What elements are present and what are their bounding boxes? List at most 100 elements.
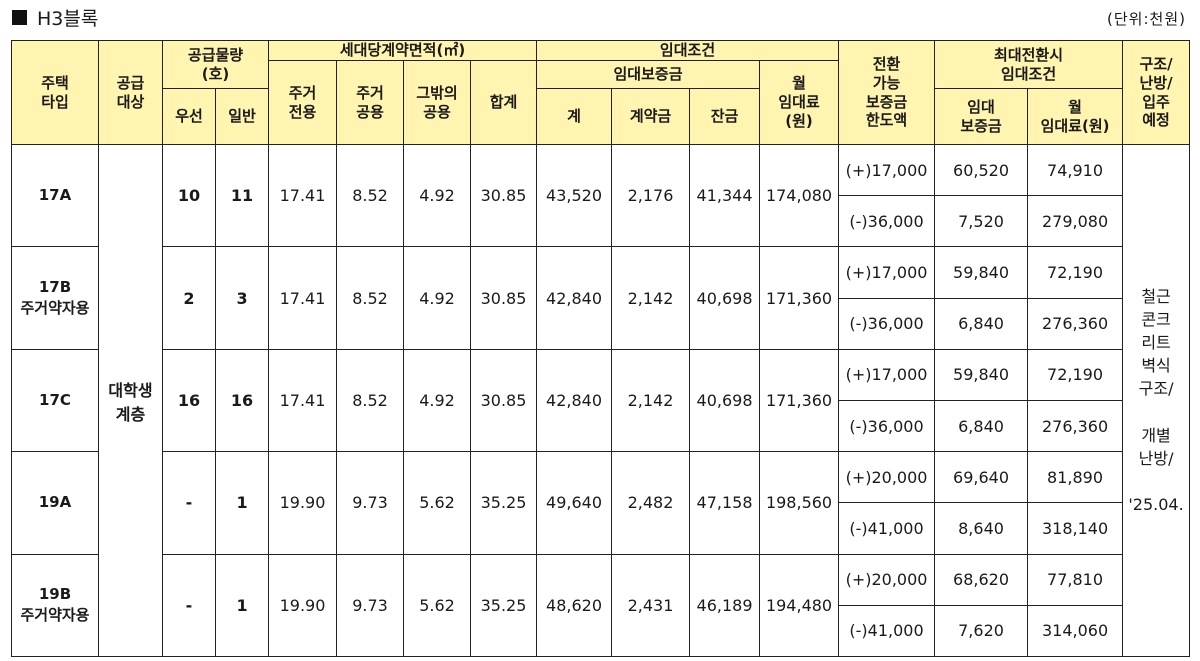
res-exclusive-area: 17.41 bbox=[268, 348, 338, 453]
deposit-contract: 2,142 bbox=[611, 348, 691, 453]
structure-cell: 철근 콘크 리트 벽식 구조/ 개별 난방/ '25.04. bbox=[1122, 144, 1191, 657]
max-monthly: 276,360 bbox=[1027, 297, 1124, 350]
total-area: 30.85 bbox=[470, 143, 538, 248]
table-subrow: (-)36,000 7,520 279,080 bbox=[12, 195, 1190, 248]
conversion-limit: (+)17,000 bbox=[838, 348, 936, 401]
general-qty: 3 bbox=[214, 246, 270, 350]
house-type-cell: 19A bbox=[11, 451, 99, 555]
conversion-limit: (-)41,000 bbox=[838, 604, 936, 658]
header-supply-target: 공급 대상 bbox=[98, 40, 163, 145]
header-house-type: 주택 타입 bbox=[11, 40, 99, 145]
conversion-limit: (-)41,000 bbox=[838, 502, 936, 555]
max-deposit: 59,840 bbox=[934, 348, 1029, 401]
max-deposit: 68,620 bbox=[934, 553, 1029, 606]
header-res-common: 주거 공용 bbox=[336, 60, 405, 145]
conversion-limit: (+)17,000 bbox=[838, 143, 936, 197]
monthly-rent: 171,360 bbox=[759, 246, 840, 350]
table-row: 19A - 1 19.90 9.73 5.62 35.25 49,640 2,4… bbox=[11, 451, 1190, 555]
conversion-limit: (-)36,000 bbox=[838, 399, 936, 453]
other-common-area: 4.92 bbox=[403, 246, 472, 350]
deposit-balance: 40,698 bbox=[689, 348, 761, 453]
general-qty: 16 bbox=[214, 348, 270, 453]
header-general: 일반 bbox=[214, 88, 270, 145]
general-qty: 1 bbox=[214, 553, 270, 657]
table-row: 17B 주거약자용 2 3 17.41 8.52 4.92 30.85 42,84… bbox=[11, 246, 1190, 350]
res-exclusive-area: 17.41 bbox=[268, 143, 338, 248]
header-supply-qty: 공급물량 (호) bbox=[161, 40, 270, 89]
monthly-rent: 194,480 bbox=[759, 553, 840, 657]
supply-target-cell: 대학생 계층 bbox=[98, 144, 163, 657]
rental-table: 주택 타입 공급 대상 공급물량 (호) 세대당계약면적(㎡) 임대조건 전환 가능 보증… bbox=[11, 40, 1191, 658]
table-subrow: (-)41,000 7,620 314,060 bbox=[12, 604, 1190, 658]
monthly-rent: 174,080 bbox=[759, 143, 840, 248]
max-monthly: 81,890 bbox=[1027, 451, 1124, 504]
priority-qty: 10 bbox=[162, 143, 216, 248]
unit-label: (단위:천원) bbox=[1107, 10, 1186, 28]
deposit-total: 42,840 bbox=[536, 246, 613, 350]
deposit-balance: 47,158 bbox=[689, 451, 761, 555]
deposit-total: 49,640 bbox=[536, 451, 613, 555]
table-subrow: (-)36,000 6,840 276,360 bbox=[12, 297, 1190, 350]
max-deposit: 6,840 bbox=[934, 297, 1029, 350]
other-common-area: 4.92 bbox=[403, 348, 472, 453]
table-row: 19B 주거약자용 - 1 19.90 9.73 5.62 35.25 48,62… bbox=[11, 553, 1190, 657]
max-deposit: 6,840 bbox=[934, 399, 1029, 453]
max-deposit: 59,840 bbox=[934, 246, 1029, 299]
max-deposit: 7,520 bbox=[934, 195, 1029, 248]
table-row: 17A 대학생 계층 10 11 17.41 8.52 4.92 30.85 43… bbox=[11, 143, 1191, 657]
house-type-cell: 19B 주거약자용 bbox=[11, 553, 99, 657]
monthly-rent: 171,360 bbox=[759, 348, 840, 453]
max-deposit: 8,640 bbox=[934, 502, 1029, 555]
header-deposit-balance: 잔금 bbox=[689, 88, 761, 145]
header-lease: 임대조건 bbox=[536, 40, 840, 61]
house-type-cell: 17C bbox=[11, 348, 99, 453]
res-exclusive-area: 19.90 bbox=[268, 451, 338, 555]
total-area: 35.25 bbox=[470, 451, 538, 555]
conversion-limit: (+)20,000 bbox=[838, 451, 936, 504]
priority-qty: 16 bbox=[162, 348, 216, 453]
house-type-cell: 17B 주거약자용 bbox=[11, 246, 99, 350]
conversion-limit: (+)20,000 bbox=[838, 553, 936, 606]
header-other-common: 그밖의 공용 bbox=[403, 60, 472, 145]
max-monthly: 318,140 bbox=[1027, 502, 1124, 555]
header-deposit-contract: 계약금 bbox=[611, 88, 691, 145]
max-monthly: 72,190 bbox=[1027, 348, 1124, 401]
conversion-limit: (-)36,000 bbox=[838, 297, 936, 350]
res-common-area: 9.73 bbox=[336, 451, 405, 555]
header-structure: 구조/난방/입주 예정 bbox=[1122, 40, 1191, 145]
res-exclusive-area: 17.41 bbox=[268, 246, 338, 350]
max-monthly: 276,360 bbox=[1027, 399, 1124, 453]
header-area: 세대당계약면적(㎡) bbox=[268, 40, 538, 61]
priority-qty: - bbox=[162, 553, 216, 657]
other-common-area: 5.62 bbox=[403, 553, 472, 657]
table-row: 17C 16 16 17.41 8.52 4.92 30.85 42,840 2… bbox=[11, 348, 1190, 453]
res-common-area: 8.52 bbox=[336, 348, 405, 453]
deposit-total: 48,620 bbox=[536, 553, 613, 657]
deposit-total: 43,520 bbox=[536, 143, 613, 248]
deposit-contract: 2,482 bbox=[611, 451, 691, 555]
max-monthly: 77,810 bbox=[1027, 553, 1124, 606]
total-area: 35.25 bbox=[470, 553, 538, 657]
total-area: 30.85 bbox=[470, 348, 538, 453]
monthly-rent: 198,560 bbox=[759, 451, 840, 555]
total-area: 30.85 bbox=[470, 246, 538, 350]
conversion-limit: (-)36,000 bbox=[838, 195, 936, 248]
deposit-balance: 40,698 bbox=[689, 246, 761, 350]
max-monthly: 72,190 bbox=[1027, 246, 1124, 299]
other-common-area: 5.62 bbox=[403, 451, 472, 555]
deposit-contract: 2,176 bbox=[611, 143, 691, 248]
deposit-contract: 2,431 bbox=[611, 553, 691, 657]
header-max-monthly: 월 임대료(원) bbox=[1027, 88, 1124, 145]
table-subrow: (-)36,000 6,840 276,360 bbox=[12, 399, 1190, 453]
max-deposit: 60,520 bbox=[934, 143, 1029, 197]
square-bullet-icon bbox=[12, 10, 27, 25]
header-area-total: 합계 bbox=[470, 60, 538, 145]
other-common-area: 4.92 bbox=[403, 143, 472, 248]
header-max-deposit: 임대 보증금 bbox=[934, 88, 1029, 145]
max-deposit: 7,620 bbox=[934, 604, 1029, 658]
table-subrow: (-)41,000 8,640 318,140 bbox=[12, 502, 1190, 555]
max-monthly: 279,080 bbox=[1027, 195, 1124, 248]
priority-qty: 2 bbox=[162, 246, 216, 350]
max-monthly: 314,060 bbox=[1027, 604, 1124, 658]
res-exclusive-area: 19.90 bbox=[268, 553, 338, 657]
